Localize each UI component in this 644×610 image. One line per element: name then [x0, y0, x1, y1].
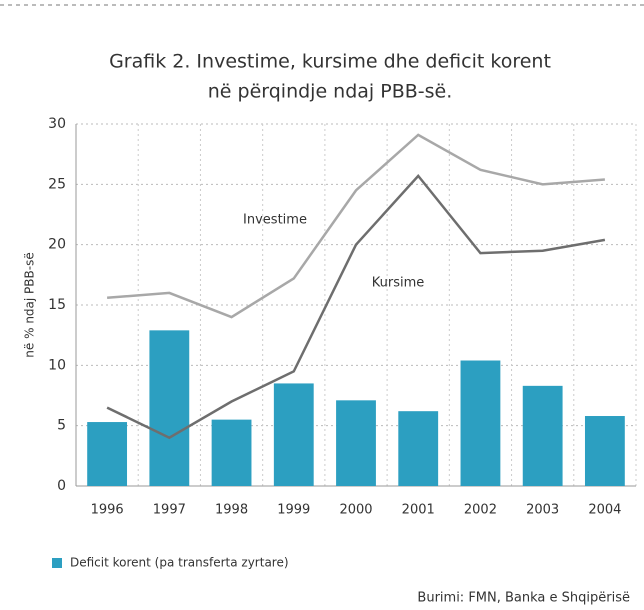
bar — [149, 330, 190, 486]
line-annotation: Investime — [243, 213, 307, 228]
y-tick-label: 30 — [48, 116, 66, 132]
source: Burimi: FMN, Banka e Shqipërisë — [417, 591, 630, 606]
x-tick-label: 1999 — [277, 503, 310, 518]
y-axis-label: në % ndaj PBB-së — [23, 252, 37, 357]
x-tick-label: 1997 — [153, 503, 186, 518]
y-tick-label: 0 — [57, 478, 66, 494]
bar — [460, 360, 501, 486]
legend-swatch — [52, 558, 62, 568]
bar — [87, 422, 128, 486]
x-tick-label: 1996 — [91, 503, 124, 518]
y-tick-label: 25 — [48, 176, 66, 192]
y-tick-label: 20 — [48, 237, 66, 253]
x-tick-label: 2004 — [588, 503, 621, 518]
y-tick-label: 10 — [48, 357, 66, 373]
x-tick-label: 1998 — [215, 503, 248, 518]
chart-title: Grafik 2. Investime, kursime dhe deficit… — [109, 51, 551, 73]
x-tick-label: 2000 — [339, 503, 372, 518]
legend-label: Deficit korent (pa transferta zyrtare) — [70, 556, 289, 570]
y-tick-label: 5 — [57, 418, 66, 434]
line — [106, 173, 606, 440]
x-tick-label: 2003 — [526, 503, 559, 518]
x-tick-label: 2002 — [464, 503, 497, 518]
line-annotation: Kursime — [372, 276, 425, 291]
bar — [584, 416, 625, 486]
line — [107, 133, 605, 319]
x-tick-label: 2001 — [402, 503, 435, 518]
bar — [336, 400, 376, 486]
bar — [398, 411, 439, 486]
y-tick-label: 15 — [48, 297, 66, 313]
bar — [522, 385, 563, 486]
bar — [273, 383, 314, 486]
chart-subtitle: në përqindje ndaj PBB-së. — [208, 81, 453, 103]
bar — [211, 419, 252, 486]
